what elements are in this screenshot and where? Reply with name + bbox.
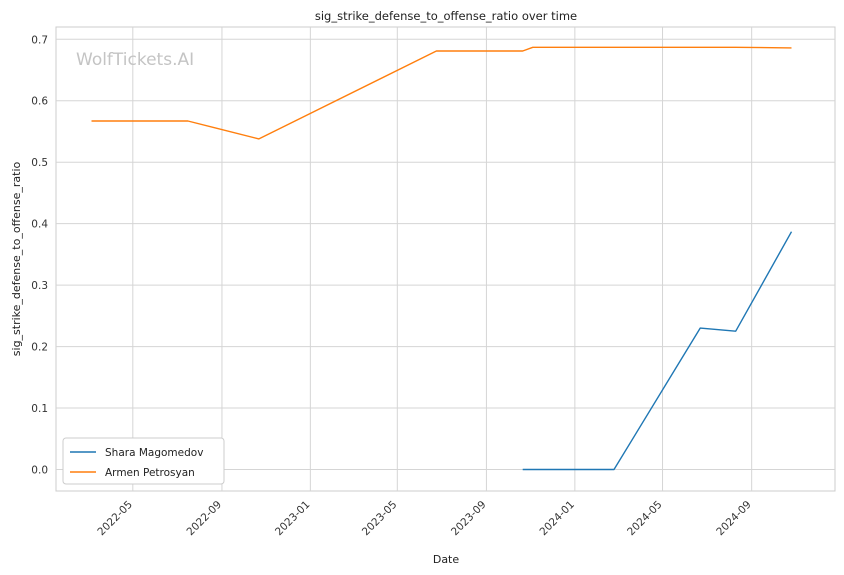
y-axis-label: sig_strike_defense_to_offense_ratio	[10, 162, 23, 357]
legend: Shara Magomedov Armen Petrosyan	[62, 437, 225, 485]
y-tick-label: 0.7	[31, 34, 48, 46]
y-tick-label: 0.0	[31, 464, 48, 476]
x-tick-label: 2022-09	[185, 499, 225, 539]
series-line	[91, 46, 792, 140]
series-group	[91, 46, 793, 471]
x-tick-label: 2022-05	[95, 499, 135, 539]
y-tick-label: 0.3	[31, 280, 48, 292]
x-tick-label: 2023-05	[360, 499, 400, 539]
y-tick-label: 0.2	[31, 342, 48, 354]
watermark-text: WolfTickets.AI	[76, 50, 194, 70]
series-line	[522, 231, 793, 471]
chart-title: sig_strike_defense_to_offense_ratio over…	[315, 9, 577, 23]
x-tick-label: 2023-01	[273, 499, 313, 539]
y-tick-label: 0.1	[31, 403, 48, 415]
x-tick-label: 2024-09	[714, 499, 754, 539]
legend-box	[62, 437, 225, 485]
x-axis-ticks: 2022-05 2022-09 2023-01 2023-05 2023-09 2024-…	[95, 499, 753, 539]
grid	[56, 27, 835, 491]
x-tick-label: 2023-09	[449, 499, 489, 539]
legend-label: Armen Petrosyan	[105, 467, 195, 479]
x-tick-label: 2024-01	[537, 499, 577, 539]
x-tick-label: 2024-05	[625, 499, 665, 539]
x-axis-label: Date	[433, 553, 460, 566]
plot-area	[55, 26, 836, 492]
y-tick-label: 0.6	[31, 96, 48, 108]
legend-label: Shara Magomedov	[105, 447, 203, 459]
y-tick-label: 0.5	[31, 157, 48, 169]
y-tick-label: 0.4	[31, 219, 48, 231]
y-axis-ticks: 0.0 0.1 0.2 0.3 0.4 0.5 0.6 0.7	[31, 34, 48, 476]
